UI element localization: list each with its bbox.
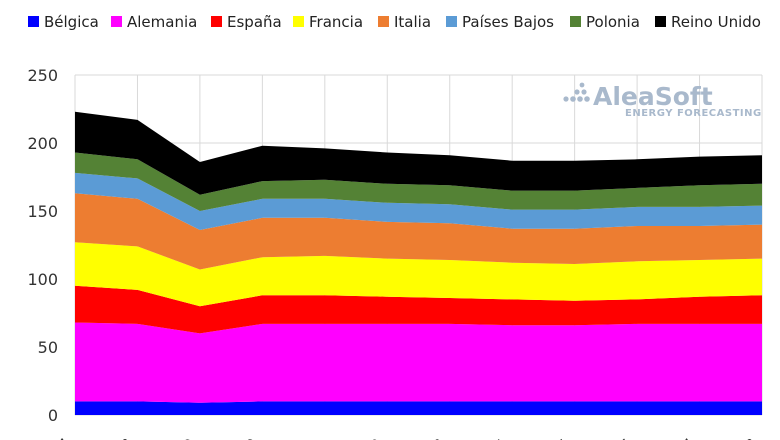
logo-tagline: ENERGY FORECASTING <box>625 108 762 119</box>
logo-dot <box>563 96 569 102</box>
legend-label: Reino Unido <box>671 13 761 31</box>
x-tick-label: 13 <box>426 436 449 440</box>
x-tick-label: 12 <box>363 436 386 440</box>
series-areas <box>75 111 762 415</box>
x-tick-label: 11 <box>301 436 324 440</box>
area-polonia <box>75 152 762 211</box>
x-tick-label: 15 <box>551 436 574 440</box>
y-tick-label: 250 <box>27 66 58 85</box>
legend-swatch <box>28 16 39 27</box>
legend-item: Países Bajos <box>446 13 554 31</box>
legend-item: Italia <box>378 13 431 31</box>
legend-swatch <box>293 16 304 27</box>
area-espa-a <box>75 285 762 334</box>
logo-dot <box>577 96 583 102</box>
aleasoft-logo: AleaSoft ENERGY FORECASTING <box>563 82 761 119</box>
legend-item: España <box>211 13 282 31</box>
logo-name: AleaSoft <box>593 82 713 111</box>
y-tick-label: 50 <box>38 338 58 357</box>
x-axis: 07 08 09 10 11 12 13 14 15 16 17 18 <box>51 436 761 440</box>
y-tick-label: 0 <box>48 406 58 425</box>
legend-swatch <box>446 16 457 27</box>
legend-label: España <box>227 13 282 31</box>
area-pa-ses-bajos <box>75 172 762 230</box>
x-tick-label: 08 <box>113 436 136 440</box>
x-tick-label: 09 <box>176 436 199 440</box>
legend-label: Países Bajos <box>462 13 554 31</box>
y-tick-label: 200 <box>27 134 58 153</box>
area-italia <box>75 193 762 270</box>
legend-swatch <box>570 16 581 27</box>
legend-label: Alemania <box>127 13 197 31</box>
legend-swatch <box>111 16 122 27</box>
area-reino-unido <box>75 111 762 195</box>
legend-label: Italia <box>394 13 431 31</box>
legend-item: Reino Unido <box>655 13 761 31</box>
legend-item: Bélgica <box>28 13 99 31</box>
legend-label: Bélgica <box>44 13 99 31</box>
area-b-lgica <box>75 401 762 415</box>
area-francia <box>75 242 762 307</box>
legend-swatch <box>211 16 222 27</box>
logo-dot <box>584 96 590 102</box>
x-tick-label: 16 <box>613 436 636 440</box>
legend-item: Polonia <box>570 13 640 31</box>
legend: Bélgica Alemania España Francia Italia Países… <box>28 13 761 31</box>
legend-item: Francia <box>293 13 363 31</box>
legend-label: Francia <box>309 13 363 31</box>
logo-dot <box>581 89 587 95</box>
legend-swatch <box>655 16 666 27</box>
logo-dot <box>570 96 576 102</box>
y-tick-label: 100 <box>27 270 58 289</box>
logo-dot <box>579 82 585 88</box>
legend-swatch <box>378 16 389 27</box>
x-tick-label: 10 <box>238 436 261 440</box>
x-tick-label: 17 <box>675 436 698 440</box>
logo-dot <box>574 89 580 95</box>
y-tick-label: 150 <box>27 202 58 221</box>
legend-label: Polonia <box>586 13 640 31</box>
y-axis: 0 50 100 150 200 250 <box>27 66 58 425</box>
logo-dots-icon <box>563 82 590 102</box>
x-tick-label: 07 <box>51 436 74 440</box>
x-tick-label: 14 <box>488 436 511 440</box>
legend-item: Alemania <box>111 13 197 31</box>
area-alemania <box>75 322 762 403</box>
x-tick-label: 18 <box>738 436 761 440</box>
